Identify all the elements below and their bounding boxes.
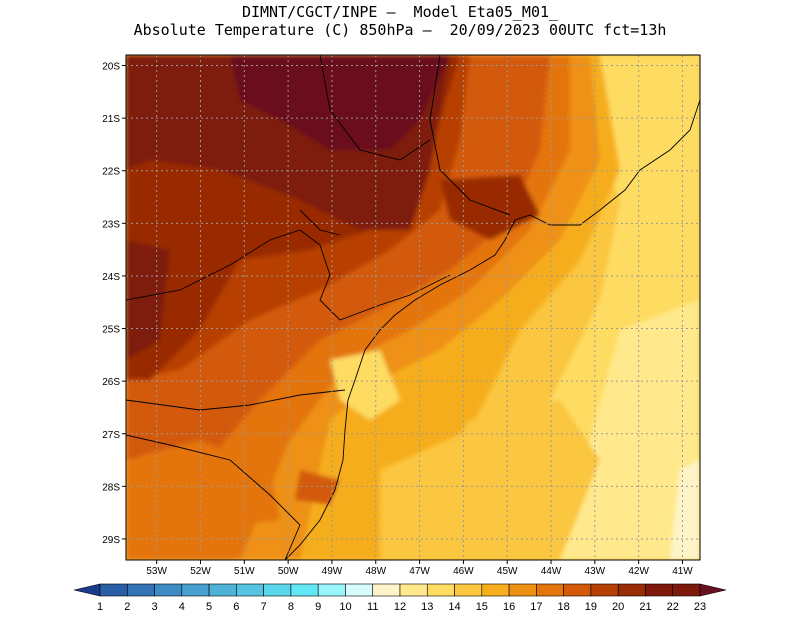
colorbar-label: 5	[206, 601, 212, 613]
colorbar-label: 4	[179, 601, 185, 613]
colorbar-label: 16	[503, 601, 515, 613]
colorbar-swatch	[426, 583, 455, 597]
lat-tick-label: 22S	[102, 167, 120, 178]
lat-tick-label: 27S	[102, 430, 120, 441]
colorbar-label: 18	[558, 601, 570, 613]
longitude-axis: 53W 52W 51W 50W 49W 48W 47W 46W 45W 44W 43W 42W 41W	[146, 560, 693, 577]
colorbar-label: 3	[151, 601, 157, 613]
latitude-axis: 20S 21S 22S 23S 24S 25S 26S 27S 28S 29S	[102, 62, 126, 546]
colorbar-label: 6	[233, 601, 239, 613]
lon-tick-label: 51W	[234, 566, 255, 577]
colorbar-swatch	[154, 583, 183, 597]
colorbar-swatch	[263, 583, 292, 597]
colorbar-arrow-high	[699, 583, 727, 597]
lon-tick-label: 41W	[672, 566, 693, 577]
colorbar-swatch	[508, 583, 537, 597]
lon-tick-label: 46W	[453, 566, 474, 577]
colorbar-swatch	[454, 583, 483, 597]
colorbar-label: 2	[124, 601, 130, 613]
colorbar-swatch	[126, 583, 155, 597]
colorbar-label: 8	[288, 601, 294, 613]
colorbar-swatch	[208, 583, 237, 597]
colorbar-label: 9	[315, 601, 321, 613]
lat-tick-label: 26S	[102, 377, 120, 388]
colorbar-swatch	[617, 583, 646, 597]
colorbar-swatch	[481, 583, 510, 597]
colorbar-swatch	[399, 583, 428, 597]
colorbar-swatch	[290, 583, 319, 597]
colorbar-swatch	[672, 583, 701, 597]
colorbar-label: 21	[639, 601, 651, 613]
lat-tick-label: 28S	[102, 482, 120, 493]
colorbar-label: 13	[421, 601, 433, 613]
colorbar-swatch	[345, 583, 374, 597]
colorbar-label: 11	[367, 601, 378, 613]
colorbar-swatch	[236, 583, 264, 597]
map-title-line-1: DIMNT/CGCT/INPE – Model Eta05_M01_	[241, 3, 559, 21]
lon-tick-label: 44W	[541, 566, 562, 577]
lat-tick-label: 25S	[102, 325, 120, 336]
colorbar-label: 23	[694, 601, 706, 613]
coastline-and-borders	[126, 55, 700, 560]
lon-tick-label: 53W	[146, 566, 167, 577]
colorbar-swatch	[99, 583, 128, 597]
colorbar-label: 12	[394, 601, 406, 613]
lat-tick-label: 24S	[102, 272, 120, 283]
colorbar-swatch	[645, 583, 674, 597]
graticule	[126, 55, 700, 560]
colorbar-label: 19	[585, 601, 597, 613]
colorbar-label: 7	[261, 601, 267, 613]
colorbar-arrow-low	[73, 583, 101, 597]
map-frame	[125, 54, 701, 561]
colorbar-swatch	[563, 583, 592, 597]
colorbar-label: 20	[612, 601, 624, 613]
lon-tick-label: 45W	[497, 566, 518, 577]
colorbar-swatch	[317, 583, 346, 597]
colorbar-label: 1	[97, 601, 103, 613]
lon-tick-label: 43W	[585, 566, 606, 577]
lat-tick-label: 23S	[102, 219, 120, 230]
colorbar-swatch	[590, 583, 619, 597]
colorbar: 1 2 3 4 5 6 7 8 9 10 11 12 13 14 15 16 17 18 19 20 21 22 23	[73, 583, 727, 613]
colorbar-label: 17	[530, 601, 542, 613]
temperature-field	[126, 55, 700, 560]
colorbar-swatch	[372, 583, 401, 597]
lat-tick-label: 29S	[102, 535, 120, 546]
lon-tick-label: 48W	[365, 566, 386, 577]
lon-tick-label: 50W	[278, 566, 299, 577]
colorbar-label: 22	[667, 601, 679, 613]
colorbar-label: 14	[448, 601, 460, 613]
lon-tick-label: 52W	[190, 566, 211, 577]
colorbar-swatch	[536, 583, 564, 597]
colorbar-swatch	[181, 583, 210, 597]
colorbar-label: 15	[476, 601, 488, 613]
lat-tick-label: 21S	[102, 114, 120, 125]
colorbar-label: 10	[339, 601, 351, 613]
lon-tick-label: 49W	[322, 566, 343, 577]
lon-tick-label: 42W	[628, 566, 649, 577]
map-title-line-2: Absolute Temperature (C) 850hPa – 20/09/…	[133, 21, 667, 39]
lat-tick-label: 20S	[102, 62, 120, 73]
lon-tick-label: 47W	[409, 566, 430, 577]
